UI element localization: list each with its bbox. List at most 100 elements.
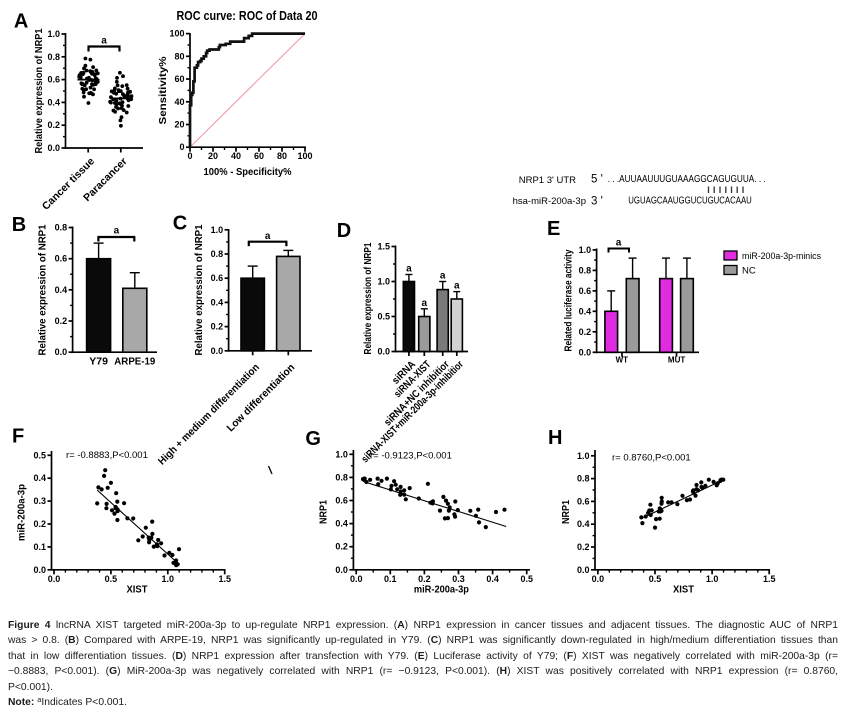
svg-text:0.5: 0.5 xyxy=(33,450,46,460)
svg-text:5 ': 5 ' xyxy=(591,174,603,186)
svg-text:3 ': 3 ' xyxy=(591,196,603,208)
svg-text:100% - Specificity%: 100% - Specificity% xyxy=(204,166,293,178)
svg-text:0.8: 0.8 xyxy=(211,249,224,259)
svg-text:Sensitivity%: Sensitivity% xyxy=(157,56,169,125)
svg-text:0.2: 0.2 xyxy=(418,574,431,584)
svg-text:0.2: 0.2 xyxy=(335,542,348,552)
svg-text:r= -0.8883,P<0.001: r= -0.8883,P<0.001 xyxy=(66,450,148,461)
svg-text:a: a xyxy=(616,238,622,249)
svg-text:1.0: 1.0 xyxy=(47,29,60,39)
svg-text:0.2: 0.2 xyxy=(577,542,590,552)
svg-text:B: B xyxy=(12,214,26,236)
svg-text:0.0: 0.0 xyxy=(55,347,68,357)
svg-text:0.8: 0.8 xyxy=(577,474,590,484)
svg-text:100: 100 xyxy=(297,151,312,161)
svg-text:40: 40 xyxy=(174,97,184,107)
svg-text:G: G xyxy=(305,428,321,450)
svg-text:miR-200a-3p: miR-200a-3p xyxy=(16,484,28,541)
svg-text:0.5: 0.5 xyxy=(377,312,390,322)
svg-text:Low differentiation: Low differentiation xyxy=(224,361,297,434)
svg-text:. . .AUUAAUUUGUAAAGGCAGUGUUA.: . . .AUUAAUUUGUAAAGGCAGUGUUA. . . xyxy=(608,173,766,185)
svg-text:0.0: 0.0 xyxy=(33,565,46,575)
svg-text:r= 0.8760,P<0.001: r= 0.8760,P<0.001 xyxy=(612,453,691,464)
svg-text:miR-200a-3p: miR-200a-3p xyxy=(414,584,469,596)
svg-text:0.8: 0.8 xyxy=(335,472,348,482)
svg-text:Relative expression of NRP1: Relative expression of NRP1 xyxy=(33,28,45,153)
svg-text:60: 60 xyxy=(254,151,264,161)
svg-text:20: 20 xyxy=(208,151,218,161)
svg-text:60: 60 xyxy=(174,74,184,84)
svg-text:0.4: 0.4 xyxy=(577,519,590,529)
svg-text:1.0: 1.0 xyxy=(377,277,390,287)
svg-text:miR-200a-3p-minics: miR-200a-3p-minics xyxy=(742,251,821,262)
svg-text:NRP1: NRP1 xyxy=(318,500,330,524)
svg-text:Related luciferase activity: Related luciferase activity xyxy=(563,249,575,351)
svg-text:XIST: XIST xyxy=(127,584,149,596)
svg-text:1.5: 1.5 xyxy=(218,574,231,584)
svg-text:C: C xyxy=(173,212,187,234)
svg-text:NRP1 3' UTR: NRP1 3' UTR xyxy=(519,175,576,186)
svg-text:NRP1: NRP1 xyxy=(560,500,572,524)
svg-text:0.0: 0.0 xyxy=(377,347,390,357)
svg-text:0.4: 0.4 xyxy=(486,574,499,584)
svg-text:0: 0 xyxy=(187,151,192,161)
svg-text:Relative expression of NRP1: Relative expression of NRP1 xyxy=(362,242,374,354)
svg-text:0.0: 0.0 xyxy=(577,565,590,575)
svg-text:0.3: 0.3 xyxy=(452,574,465,584)
svg-text:40: 40 xyxy=(231,151,241,161)
svg-text:0.5: 0.5 xyxy=(520,574,533,584)
svg-text:a: a xyxy=(101,36,107,47)
svg-text:0.0: 0.0 xyxy=(592,574,605,584)
svg-text:1.0: 1.0 xyxy=(579,245,592,255)
svg-text:0.4: 0.4 xyxy=(55,285,68,295)
svg-text:0.0: 0.0 xyxy=(211,346,224,356)
svg-text:1.5: 1.5 xyxy=(377,242,390,252)
svg-text:0.0: 0.0 xyxy=(335,565,348,575)
svg-text:0.1: 0.1 xyxy=(384,574,397,584)
svg-text:0.4: 0.4 xyxy=(579,306,592,316)
svg-text:1.0: 1.0 xyxy=(577,451,590,461)
svg-text:1.5: 1.5 xyxy=(763,574,776,584)
svg-text:0.2: 0.2 xyxy=(579,327,592,337)
svg-text:a: a xyxy=(114,226,120,237)
svg-text:0.6: 0.6 xyxy=(577,496,590,506)
svg-text:0.0: 0.0 xyxy=(47,143,60,153)
svg-text:ARPE-19: ARPE-19 xyxy=(114,355,155,367)
svg-text:0.2: 0.2 xyxy=(211,322,224,332)
svg-text:XIST: XIST xyxy=(673,584,695,596)
svg-text:0.4: 0.4 xyxy=(211,297,224,307)
svg-text:0.6: 0.6 xyxy=(335,496,348,506)
svg-text:UGUAGCAAUGGUCUGUCACAAU: UGUAGCAAUGGUCUGUCACAAU xyxy=(628,195,752,207)
svg-text:0.0: 0.0 xyxy=(48,574,61,584)
svg-text:NC: NC xyxy=(742,266,756,277)
svg-text:Relative expression of NRP1: Relative expression of NRP1 xyxy=(37,224,49,355)
svg-text:F: F xyxy=(12,426,24,448)
svg-text:WT: WT xyxy=(616,356,629,365)
svg-text:a: a xyxy=(406,264,412,275)
svg-text:0.6: 0.6 xyxy=(47,75,60,85)
svg-text:Y79: Y79 xyxy=(89,355,108,367)
svg-text:0.2: 0.2 xyxy=(55,316,68,326)
svg-text:0.6: 0.6 xyxy=(55,254,68,264)
svg-text:0.4: 0.4 xyxy=(33,473,46,483)
svg-text:1.0: 1.0 xyxy=(706,574,719,584)
svg-text:Relative expression of NRP1: Relative expression of NRP1 xyxy=(193,224,205,355)
svg-text:A: A xyxy=(14,11,28,33)
svg-text:0.0: 0.0 xyxy=(350,574,363,584)
svg-text:r= -0.9123,P<0.001: r= -0.9123,P<0.001 xyxy=(370,451,452,462)
svg-text:MUT: MUT xyxy=(668,356,685,365)
svg-text:0.8: 0.8 xyxy=(55,223,68,233)
svg-text:1.0: 1.0 xyxy=(335,449,348,459)
svg-text:a: a xyxy=(422,298,428,309)
svg-text:0: 0 xyxy=(179,142,184,152)
svg-text:0.4: 0.4 xyxy=(47,97,60,107)
svg-text:ROC curve: ROC of Data 20: ROC curve: ROC of Data 20 xyxy=(177,9,318,23)
svg-text:a: a xyxy=(440,271,446,282)
svg-text:0.6: 0.6 xyxy=(211,273,224,283)
svg-text:80: 80 xyxy=(277,151,287,161)
svg-text:20: 20 xyxy=(174,120,184,130)
svg-text:0.0: 0.0 xyxy=(579,347,592,357)
svg-text:a: a xyxy=(454,281,460,292)
svg-text:0.3: 0.3 xyxy=(33,496,46,506)
svg-text:1.0: 1.0 xyxy=(162,574,175,584)
